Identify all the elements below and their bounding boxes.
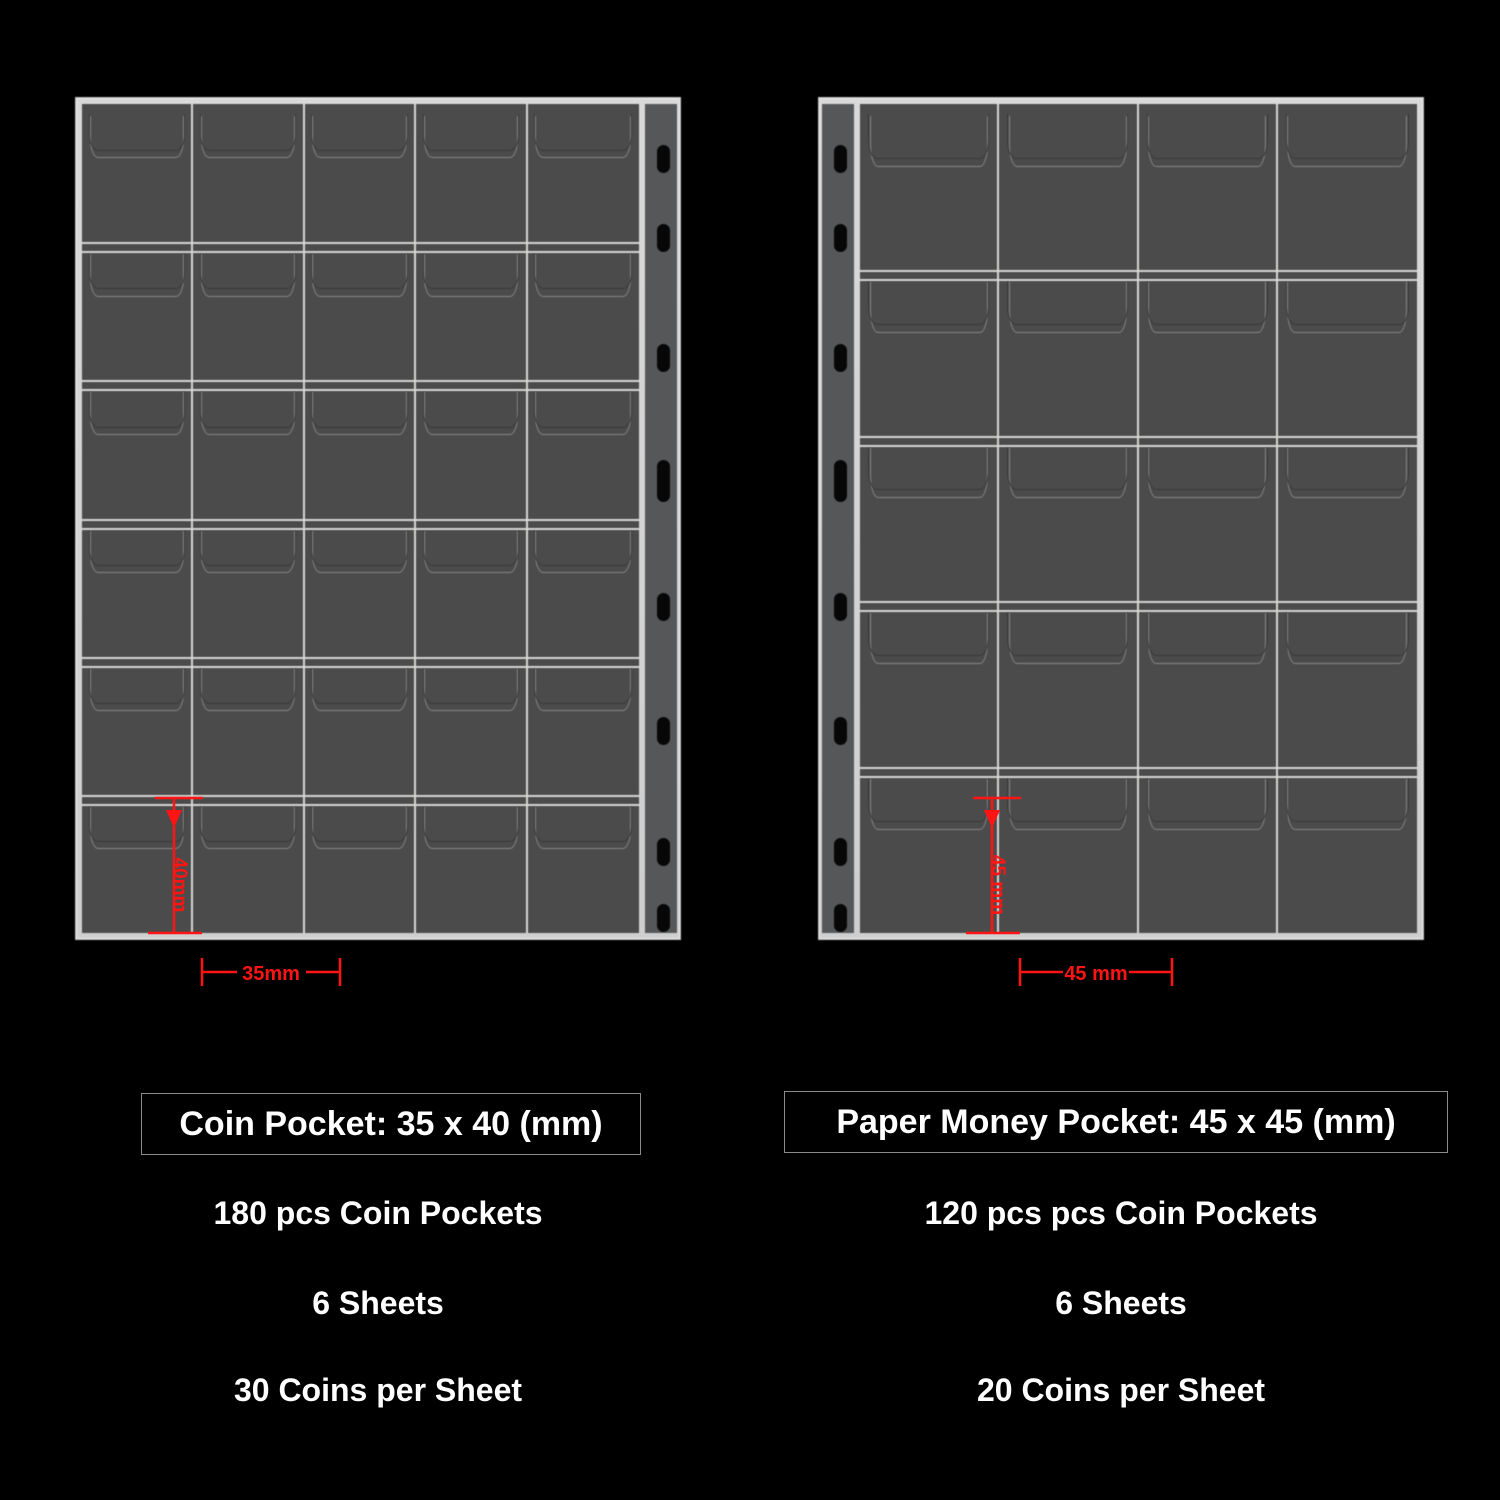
svg-text:35mm: 35mm <box>242 963 300 985</box>
svg-text:45 mm: 45 mm <box>1064 963 1127 985</box>
